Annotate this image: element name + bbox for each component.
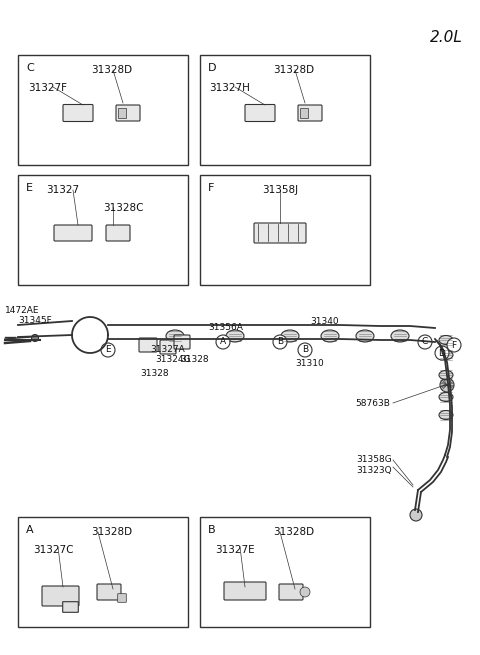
Text: 31328D: 31328D [273,65,314,75]
FancyBboxPatch shape [224,582,266,600]
Text: 31310: 31310 [295,358,324,367]
Text: 31327A: 31327A [150,345,185,354]
FancyBboxPatch shape [42,586,79,606]
FancyBboxPatch shape [298,105,322,121]
Text: 31328C: 31328C [103,203,143,213]
Circle shape [447,338,461,352]
Text: 2.0L: 2.0L [430,30,463,45]
FancyBboxPatch shape [174,335,190,349]
Circle shape [32,335,38,341]
Text: C: C [422,337,428,346]
FancyBboxPatch shape [118,593,126,603]
Text: 31327H: 31327H [210,83,251,93]
Text: 31324G: 31324G [155,356,191,364]
Text: B: B [302,345,308,354]
FancyBboxPatch shape [279,584,303,600]
Circle shape [216,335,230,349]
Circle shape [298,343,312,357]
Circle shape [300,587,310,597]
Circle shape [410,509,422,521]
FancyBboxPatch shape [254,223,306,243]
Ellipse shape [439,350,453,360]
Text: D: D [208,63,216,73]
FancyBboxPatch shape [245,105,275,121]
Circle shape [418,335,432,349]
Text: 31356A: 31356A [208,322,243,331]
Ellipse shape [321,330,339,342]
Text: D: D [439,348,445,358]
Circle shape [435,346,449,360]
Bar [200,55,370,165]
FancyBboxPatch shape [54,225,92,241]
Bar [118,108,126,118]
Bar [200,517,370,627]
Text: E: E [105,345,111,354]
Ellipse shape [391,330,409,342]
Bar [18,55,188,165]
Text: F: F [451,341,456,350]
Text: B: B [277,337,283,346]
FancyBboxPatch shape [63,105,93,121]
FancyBboxPatch shape [116,105,140,121]
Text: 31328D: 31328D [91,65,132,75]
Text: B: B [208,525,216,535]
Ellipse shape [439,335,453,345]
FancyBboxPatch shape [97,584,121,600]
Text: 31328D: 31328D [91,527,132,537]
Text: 31327C: 31327C [33,545,73,555]
Text: 31340: 31340 [310,318,338,326]
FancyBboxPatch shape [160,340,176,354]
Text: 31328: 31328 [140,369,168,377]
Ellipse shape [439,411,453,419]
Text: A: A [26,525,34,535]
Text: 31327: 31327 [47,185,80,195]
Ellipse shape [166,330,184,342]
Ellipse shape [439,392,453,402]
Ellipse shape [356,330,374,342]
Text: E: E [26,183,33,193]
FancyBboxPatch shape [139,338,157,352]
Text: F: F [208,183,215,193]
Bar [18,175,188,285]
Circle shape [273,335,287,349]
Text: 31358J: 31358J [262,185,298,195]
Bar [18,517,188,627]
Circle shape [440,378,454,392]
Ellipse shape [281,330,299,342]
Text: 58763B: 58763B [355,398,390,407]
Text: 31328: 31328 [180,356,209,364]
Text: 1472AE: 1472AE [5,306,39,315]
Ellipse shape [226,330,244,342]
FancyBboxPatch shape [63,602,78,612]
Text: 31327E: 31327E [215,545,255,555]
Text: A: A [220,337,226,346]
Circle shape [101,343,115,357]
FancyBboxPatch shape [106,225,130,241]
Text: 31323Q: 31323Q [356,466,392,474]
Text: 31328D: 31328D [273,527,314,537]
Text: 31358G: 31358G [356,455,392,464]
Bar [300,108,308,118]
Text: C: C [26,63,34,73]
Text: 31345F: 31345F [18,316,52,325]
Text: 31327F: 31327F [28,83,68,93]
Ellipse shape [439,371,453,379]
Bar [200,175,370,285]
